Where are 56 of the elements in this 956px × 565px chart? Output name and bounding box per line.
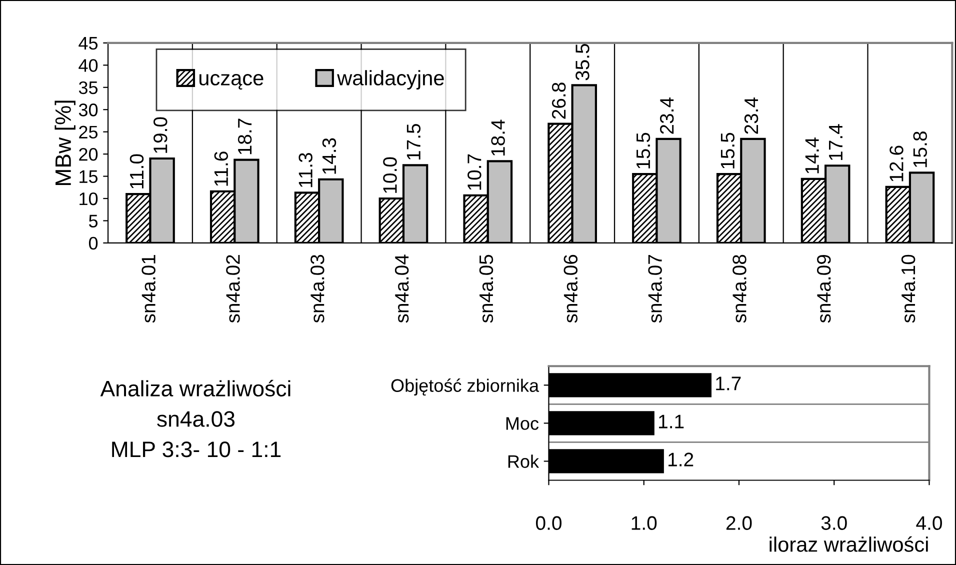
x-tick-label: sn4a.03 — [310, 254, 324, 323]
data-label: 23.4 — [744, 98, 758, 134]
x-tick-label: 3.0 — [821, 516, 847, 530]
data-label: 10.7 — [468, 154, 482, 190]
x-tick-label: 1.0 — [632, 516, 657, 530]
data-label: 14.4 — [805, 138, 819, 174]
x-tick-label: sn4a.02 — [226, 255, 240, 323]
x-tick-label: 4.0 — [916, 516, 942, 530]
y-tick-label: Moc — [506, 417, 539, 430]
data-label: 19.0 — [154, 117, 168, 153]
data-label: 1.7 — [716, 376, 741, 390]
x-tick-label: sn4a.05 — [479, 254, 494, 323]
data-label: 10.0 — [383, 157, 397, 193]
x-tick-label: sn4a.10 — [901, 254, 916, 323]
data-label: 35.5 — [576, 44, 590, 80]
data-label: 14.3 — [322, 138, 336, 174]
y-tick-label: 40 — [78, 59, 98, 72]
data-label: 15.5 — [720, 132, 735, 168]
x-tick-label: sn4a.01 — [142, 255, 156, 323]
legend-label: uczące — [200, 74, 264, 90]
y-tick-label: 15 — [80, 170, 98, 183]
y-tick-label: 20 — [79, 148, 98, 161]
x-tick-label: sn4a.04 — [394, 254, 409, 323]
text: Analiza wrażliwości sn4a.03 MLP 3:3- 10 - 1:1 — [100, 380, 290, 458]
data-label: 18.7 — [238, 118, 252, 154]
y-tick-label: 35 — [78, 81, 98, 94]
x-tick-label: sn4a.08 — [732, 254, 746, 323]
data-label: 1.2 — [668, 452, 694, 466]
data-label: 12.6 — [890, 146, 904, 182]
data-label: 23.4 — [660, 98, 674, 134]
data-label: 17.4 — [829, 124, 842, 160]
data-label: 1.1 — [659, 414, 684, 428]
data-label: 15.8 — [913, 132, 928, 168]
x-tick-label: sn4a.07 — [648, 255, 662, 323]
y-axis-title: MBw [%] — [54, 100, 76, 185]
data-label: 11.3 — [298, 153, 312, 188]
x-tick-label: sn4a.09 — [817, 254, 831, 323]
data-label: 18.4 — [491, 120, 505, 156]
x-tick-label: 2.0 — [726, 516, 752, 530]
data-label: 17.5 — [406, 124, 421, 160]
y-tick-label: 30 — [78, 104, 98, 116]
data-label: 15.5 — [636, 132, 650, 168]
y-tick-label: 45 — [78, 37, 98, 50]
data-label: 26.8 — [552, 82, 566, 119]
x-axis-title: iloraz wrażliwości — [770, 536, 928, 552]
x-tick-label: 0.0 — [536, 516, 562, 530]
y-tick-label: 25 — [79, 126, 98, 139]
y-tick-label: Rok — [508, 454, 540, 468]
y-tick-label: 10 — [80, 192, 98, 206]
y-tick-label: 5 — [88, 214, 98, 228]
data-label: 11.0 — [130, 154, 144, 188]
y-tick-label: Objętość zbiornika — [391, 378, 540, 396]
data-label: 11.6 — [214, 152, 228, 186]
x-tick-label: sn4a.06 — [564, 254, 578, 323]
y-tick-label: 0 — [88, 236, 98, 250]
legend-label: walidacyjne — [337, 70, 444, 90]
